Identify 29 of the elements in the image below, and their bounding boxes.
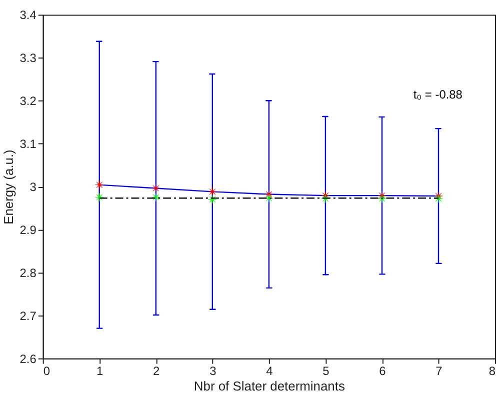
point: [152, 184, 160, 193]
point: [95, 180, 104, 190]
x-axis-title: Nbr of Slater determinants: [194, 378, 345, 394]
x-tick-label: 2: [153, 364, 160, 378]
y-tick-label: 2.7: [20, 308, 37, 323]
x-tick-label: 0: [43, 364, 50, 378]
y-axis-title: Energy (a.u.): [0, 150, 16, 224]
point: [434, 194, 443, 203]
y-tick-label: 3: [30, 180, 37, 194]
y-tick-label: 2.8: [20, 266, 37, 280]
y-tick-label: 3.1: [20, 137, 37, 152]
y-tick-label: 3.4: [20, 8, 37, 22]
point: [208, 195, 217, 204]
point: [378, 194, 386, 203]
y-tick-label: 3.3: [20, 51, 37, 66]
x-tick-label: 4: [266, 364, 274, 378]
point: [152, 192, 160, 202]
x-tick-label: 5: [322, 364, 330, 378]
annotation: t₀ = -0.88: [413, 87, 463, 102]
x-tick-label: 8: [488, 364, 496, 378]
y-tick-label: 2.6: [20, 352, 37, 366]
y-tick-label: 2.9: [20, 222, 37, 237]
x-tick-label: 6: [379, 364, 386, 378]
point: [208, 187, 217, 196]
x-tick-label: 3: [210, 364, 217, 378]
point: [95, 192, 104, 202]
x-tick-label: 1: [96, 364, 104, 378]
x-tick-label: 7: [436, 364, 443, 378]
y-tick-label: 3.2: [20, 94, 37, 108]
